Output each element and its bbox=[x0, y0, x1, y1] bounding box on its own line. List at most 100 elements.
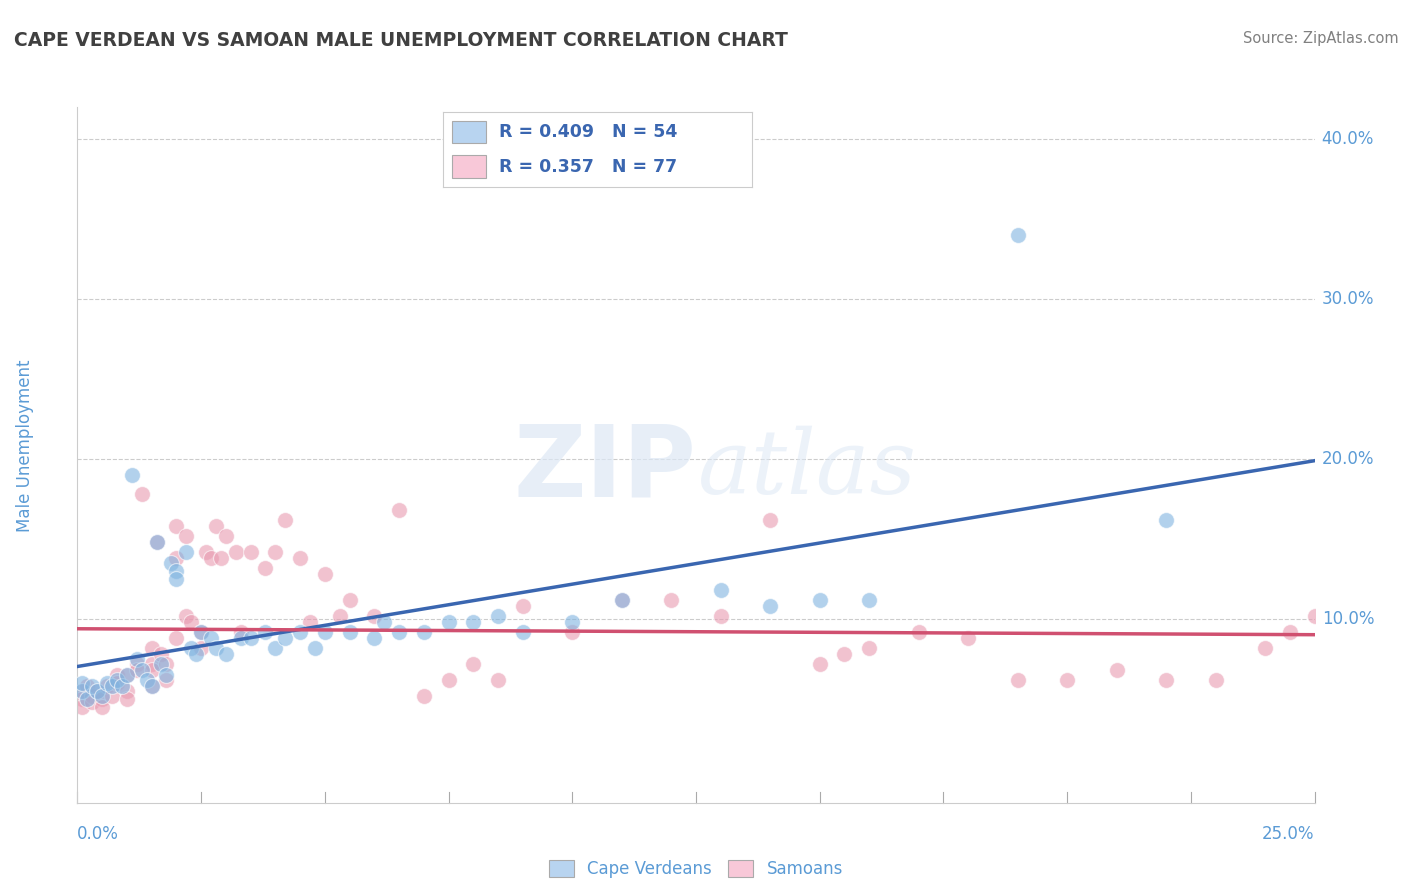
Point bbox=[141, 679, 163, 693]
FancyBboxPatch shape bbox=[453, 155, 486, 178]
Point bbox=[76, 679, 98, 693]
Point bbox=[135, 673, 157, 687]
Point bbox=[165, 564, 187, 578]
Point bbox=[141, 663, 163, 677]
Text: atlas: atlas bbox=[699, 425, 918, 512]
Point bbox=[200, 551, 222, 566]
Point bbox=[96, 679, 118, 693]
Point bbox=[180, 640, 202, 655]
Point bbox=[200, 631, 222, 645]
Point bbox=[339, 592, 361, 607]
Text: 10.0%: 10.0% bbox=[1322, 610, 1374, 628]
Point bbox=[115, 668, 138, 682]
Point bbox=[363, 608, 385, 623]
Point bbox=[710, 583, 733, 598]
Point bbox=[1105, 663, 1128, 677]
Point bbox=[907, 624, 929, 639]
Point bbox=[86, 683, 108, 698]
Point bbox=[131, 663, 153, 677]
Text: 25.0%: 25.0% bbox=[1263, 825, 1315, 843]
Text: 20.0%: 20.0% bbox=[1322, 450, 1374, 468]
Point bbox=[190, 640, 212, 655]
Point bbox=[155, 673, 177, 687]
Point bbox=[215, 647, 238, 661]
Legend: Cape Verdeans, Samoans: Cape Verdeans, Samoans bbox=[543, 854, 849, 885]
Point bbox=[150, 647, 173, 661]
Point bbox=[1007, 227, 1029, 242]
Point bbox=[101, 679, 124, 693]
Point bbox=[174, 608, 197, 623]
Point bbox=[105, 668, 128, 682]
Point bbox=[373, 615, 395, 629]
Point bbox=[858, 640, 880, 655]
Point bbox=[141, 640, 163, 655]
Point bbox=[1056, 673, 1078, 687]
Point bbox=[1205, 673, 1227, 687]
Text: Source: ZipAtlas.com: Source: ZipAtlas.com bbox=[1243, 31, 1399, 46]
Point bbox=[101, 689, 124, 703]
Point bbox=[125, 657, 148, 671]
Point bbox=[1278, 624, 1301, 639]
Point bbox=[145, 535, 167, 549]
Point bbox=[274, 631, 297, 645]
Point bbox=[150, 657, 173, 671]
Text: ZIP: ZIP bbox=[513, 420, 696, 517]
Point bbox=[155, 657, 177, 671]
Point bbox=[165, 551, 187, 566]
Point bbox=[486, 673, 509, 687]
Point bbox=[858, 592, 880, 607]
Point bbox=[91, 691, 114, 706]
Point bbox=[512, 599, 534, 613]
Point bbox=[86, 683, 108, 698]
Point bbox=[1303, 608, 1326, 623]
Point bbox=[91, 689, 114, 703]
Point bbox=[759, 599, 782, 613]
Point bbox=[304, 640, 326, 655]
Point bbox=[72, 683, 94, 698]
Text: 30.0%: 30.0% bbox=[1322, 290, 1374, 308]
Point bbox=[388, 503, 411, 517]
Text: R = 0.357   N = 77: R = 0.357 N = 77 bbox=[499, 158, 676, 176]
Point bbox=[115, 691, 138, 706]
Point bbox=[463, 615, 485, 629]
Point bbox=[834, 647, 856, 661]
Point bbox=[239, 544, 262, 558]
Point bbox=[165, 631, 187, 645]
Point bbox=[165, 572, 187, 586]
Point bbox=[180, 615, 202, 629]
Point bbox=[155, 668, 177, 682]
Point bbox=[115, 683, 138, 698]
Point bbox=[264, 544, 287, 558]
Point bbox=[610, 592, 633, 607]
Point bbox=[190, 624, 212, 639]
Point bbox=[1154, 513, 1177, 527]
Point bbox=[254, 624, 277, 639]
Text: CAPE VERDEAN VS SAMOAN MALE UNEMPLOYMENT CORRELATION CHART: CAPE VERDEAN VS SAMOAN MALE UNEMPLOYMENT… bbox=[14, 31, 787, 50]
Point bbox=[412, 689, 434, 703]
Point bbox=[264, 640, 287, 655]
Point bbox=[184, 647, 207, 661]
Point bbox=[205, 640, 228, 655]
Point bbox=[957, 631, 980, 645]
Point bbox=[225, 544, 247, 558]
Point bbox=[710, 608, 733, 623]
Point bbox=[229, 631, 252, 645]
Point bbox=[1007, 673, 1029, 687]
Point bbox=[195, 544, 218, 558]
Point bbox=[76, 691, 98, 706]
Point bbox=[82, 695, 104, 709]
Point bbox=[209, 551, 232, 566]
Point bbox=[72, 691, 94, 706]
Point bbox=[125, 652, 148, 666]
Point bbox=[145, 535, 167, 549]
Text: 0.0%: 0.0% bbox=[77, 825, 120, 843]
Point bbox=[314, 624, 336, 639]
Point bbox=[141, 657, 163, 671]
Point bbox=[82, 689, 104, 703]
Point bbox=[72, 683, 94, 698]
Point bbox=[72, 699, 94, 714]
Point bbox=[437, 673, 460, 687]
Point bbox=[314, 567, 336, 582]
Text: Male Unemployment: Male Unemployment bbox=[17, 359, 34, 533]
FancyBboxPatch shape bbox=[453, 120, 486, 144]
